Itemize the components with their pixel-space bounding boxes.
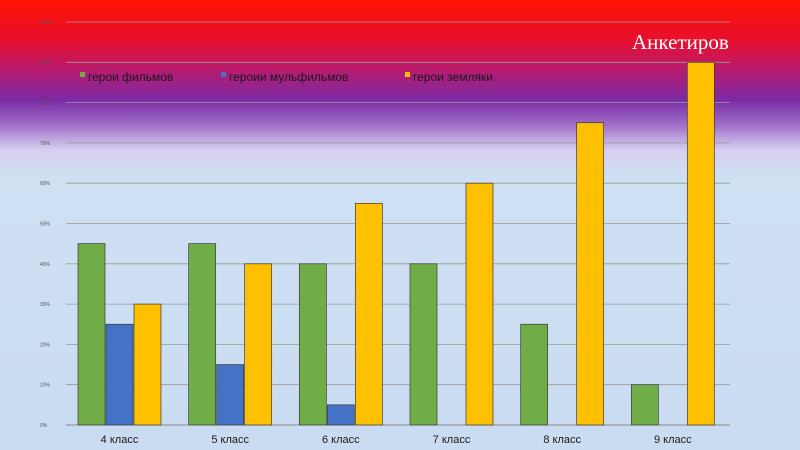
x-tick-label: 8 класс — [543, 434, 581, 446]
bar-1 — [298, 263, 327, 426]
y-tick-label: 0% — [40, 423, 48, 429]
y-axis-ticks: 0% 10% 20% 30% 40% 50% 60% 70% 80% 90% 100% — [40, 20, 53, 429]
x-tick-label: 5 класс — [211, 434, 249, 446]
bars — [77, 61, 715, 426]
legend-label: героии мульфильмов — [229, 70, 348, 84]
legend-swatch — [405, 72, 410, 77]
legend: герои фильмов героии мульфильмов герои зем… — [80, 70, 493, 84]
bar-2 — [216, 364, 245, 426]
bar-1 — [77, 243, 106, 426]
bar-2 — [326, 404, 355, 426]
legend-label: герои фильмов — [88, 70, 173, 84]
bar-3 — [576, 122, 605, 426]
x-axis-ticks: 4 класс 5 класс 6 класс 7 класс 8 класс 9 кла… — [101, 434, 692, 446]
x-tick-label: 7 класс — [433, 434, 471, 446]
x-tick-label: 4 класс — [101, 434, 139, 446]
y-tick-label: 50% — [40, 222, 51, 228]
x-tick-label: 9 класс — [654, 434, 692, 446]
bar-1 — [520, 323, 549, 426]
bar-3 — [244, 263, 273, 426]
bar-3 — [354, 203, 383, 426]
bar-2 — [105, 323, 134, 426]
bar-3 — [465, 182, 494, 426]
y-tick-label: 30% — [40, 302, 51, 308]
bar-1 — [188, 243, 217, 426]
bar-1 — [409, 263, 438, 426]
bar-3 — [133, 303, 162, 426]
y-tick-label: 100% — [40, 20, 53, 26]
bar-1 — [630, 384, 659, 426]
y-tick-label: 70% — [40, 141, 51, 147]
slide-title: Анкетиров — [632, 30, 729, 54]
gridlines — [66, 21, 730, 426]
x-tick-label: 6 класс — [322, 434, 360, 446]
y-tick-label: 60% — [40, 181, 51, 187]
legend-label: герои земляки — [413, 70, 493, 84]
legend-swatch — [80, 72, 85, 77]
y-tick-label: 20% — [40, 342, 51, 348]
y-tick-label: 90% — [40, 60, 51, 66]
y-tick-label: 40% — [40, 262, 51, 268]
bar-3 — [686, 61, 715, 426]
y-tick-label: 10% — [40, 383, 51, 389]
legend-swatch — [221, 72, 226, 77]
y-tick-label: 80% — [40, 101, 51, 107]
